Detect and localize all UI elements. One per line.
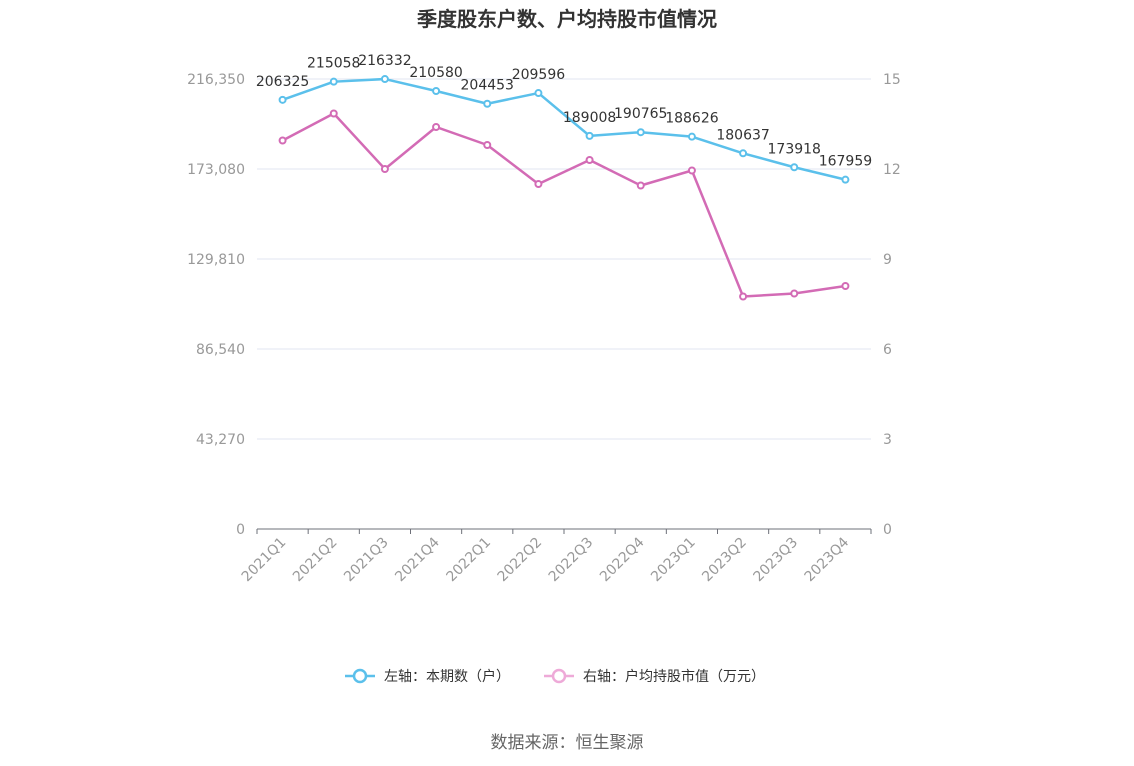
data-point	[739, 149, 748, 158]
right-axis-tick-label: 9	[883, 252, 892, 268]
legend-left-label: 左轴：本期数（户）	[384, 668, 510, 685]
data-point	[790, 289, 799, 298]
right-axis-tick-label: 15	[883, 72, 901, 88]
data-label: 190765	[614, 106, 667, 122]
data-point	[432, 87, 441, 96]
data-label: 204453	[461, 78, 514, 94]
data-point	[687, 166, 696, 175]
data-label: 188626	[665, 111, 719, 127]
data-label: 180637	[716, 127, 769, 143]
data-label: 167959	[819, 154, 872, 170]
x-axis-tick-label: 2023Q2	[699, 535, 750, 586]
data-point	[278, 95, 287, 104]
left-axis-tick-label: 43,270	[196, 432, 245, 448]
data-label: 215058	[307, 56, 360, 72]
x-axis-tick-label: 2023Q3	[750, 535, 801, 586]
data-point	[483, 141, 492, 149]
data-label: 209596	[512, 67, 566, 83]
data-point	[687, 132, 696, 141]
data-point	[329, 77, 338, 86]
legend-item-left[interactable]: 左轴：本期数（户）	[345, 668, 510, 685]
data-point	[585, 131, 594, 140]
series-line-left	[282, 77, 846, 181]
grid-lines	[257, 78, 871, 440]
legend-right-label: 右轴：户均持股市值（万元）	[583, 668, 765, 685]
data-label: 216332	[358, 53, 411, 69]
data-label: 206325	[256, 74, 309, 90]
data-point	[841, 175, 850, 184]
left-axis-tick-label: 173,080	[187, 162, 245, 178]
axes	[256, 528, 872, 534]
data-point	[585, 156, 594, 164]
data-point	[483, 99, 492, 108]
data-point	[329, 109, 338, 118]
data-point	[790, 163, 799, 172]
data-point	[380, 165, 389, 173]
left-axis-tick-label: 0	[236, 522, 245, 538]
data-label: 210580	[409, 65, 462, 81]
series-group	[278, 75, 850, 301]
right-axis-tick-label: 0	[883, 522, 892, 538]
legend-item-right[interactable]: 右轴：户均持股市值（万元）	[544, 668, 765, 685]
right-axis-tick-label: 3	[883, 432, 892, 448]
x-axis-tick-label: 2022Q2	[495, 535, 546, 586]
legend-left-marker	[352, 668, 368, 684]
x-axis-tick-label: 2021Q1	[239, 535, 290, 586]
data-label: 189008	[563, 110, 616, 126]
x-axis-tick-label: 2021Q4	[392, 534, 443, 585]
x-axis-tick-label: 2022Q3	[546, 535, 597, 586]
data-point	[380, 75, 389, 84]
legend-right-marker	[551, 668, 567, 684]
data-point	[841, 282, 850, 290]
x-axis-tick-label: 2021Q2	[290, 535, 341, 586]
left-axis-tick-label: 216,350	[187, 72, 245, 88]
series-line-right	[281, 112, 846, 298]
right-axis-tick-label: 12	[883, 162, 901, 178]
data-point	[534, 180, 543, 188]
data-point	[636, 181, 645, 190]
source-note: 数据来源：恒生聚源	[491, 733, 644, 753]
left-axis-tick-label: 129,810	[187, 252, 245, 268]
x-axis-tick-label: 2021Q3	[341, 535, 392, 586]
data-point	[534, 89, 543, 98]
data-point	[432, 123, 441, 131]
data-point	[278, 136, 287, 145]
data-point	[636, 128, 645, 137]
x-axis-tick-label: 2022Q1	[443, 535, 494, 586]
left-axis-tick-label: 86,540	[196, 342, 245, 358]
x-axis-tick-label: 2023Q1	[648, 535, 699, 586]
data-point	[739, 292, 748, 301]
x-axis-tick-label: 2023Q4	[802, 534, 853, 585]
legend[interactable]: 左轴：本期数（户） 右轴：户均持股市值（万元）	[345, 668, 765, 685]
chart-title: 季度股东户数、户均持股市值情况	[416, 7, 717, 31]
right-axis-tick-label: 6	[883, 342, 892, 358]
x-axis-tick-label: 2022Q4	[597, 534, 648, 585]
data-label: 173918	[768, 141, 821, 157]
